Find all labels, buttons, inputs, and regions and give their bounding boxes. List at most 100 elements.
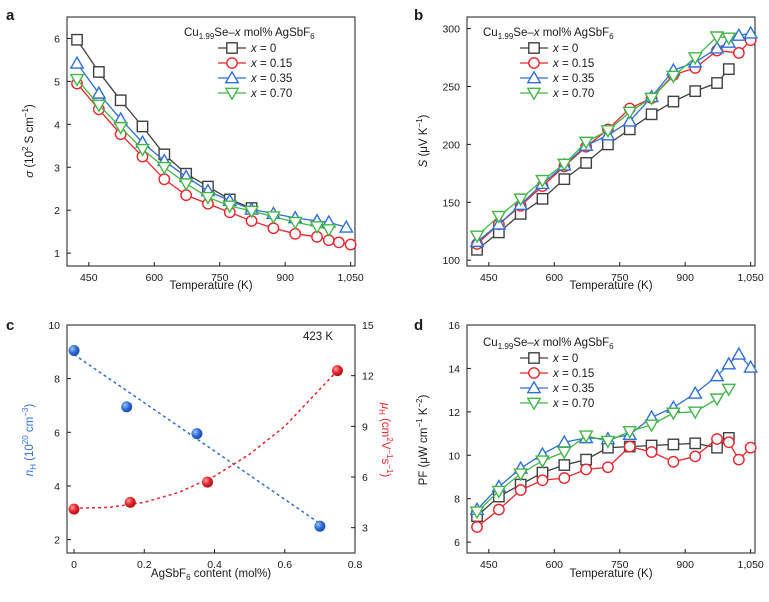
legend-marker [226,57,238,69]
data-point [743,25,759,39]
y-tick-label: 5 [54,76,60,88]
data-point [732,47,745,59]
data-point [191,428,203,440]
plot-b-ylabel: S (μV K−1) [415,114,430,167]
plot-a-y-ticks: 1 2 3 4 5 6 [54,33,71,260]
data-point [344,238,357,251]
data-point [743,359,759,373]
data-point [535,455,550,469]
data-point [556,446,572,460]
y-tick-label: 4 [54,119,60,131]
y-tick-label: 250 [442,81,460,93]
panel-a: a b c d [6,7,423,334]
legend-marker [526,70,542,84]
plot-b-series [469,25,759,256]
x-tick-label: 600 [546,272,564,284]
data-point [602,461,614,474]
data-point [514,484,527,496]
data-point [665,70,681,84]
plot-c-ylabel-left: nH (1020 cm−3) [21,404,38,477]
plot-c-series [68,344,343,532]
plot-b-legend-title: Cu1.99Se–x mol% AgSbF6 [483,27,614,41]
plot-a-x-ticks: 450 600 750 900 1,050 [80,262,364,284]
legend-label: x = 0.70 [552,88,594,100]
data-point [124,496,136,508]
legend-label-value: = 0.35 [559,73,595,85]
plot-d-x-ticks: 450 600 750 900 1,050 [480,549,764,571]
y-tick-label: 6 [454,537,460,549]
data-point [309,221,325,235]
series-nH [68,344,326,532]
data-point [156,161,172,175]
legend-marker [526,397,542,411]
x-tick-label: 750 [611,272,629,284]
data-point [338,219,354,233]
y-tick-label: 8 [54,374,60,386]
data-point [180,189,193,202]
legend-label: x = 0 [552,43,578,55]
plot-d-legend-title: Cu1.99Se–x mol% AgSbF6 [483,337,614,351]
data-point [201,476,213,488]
plot-d: 450 600 750 900 1,050 6 8 10 12 14 16 Temperature… [415,320,764,580]
plot-d-xlabel: Temperature (K) [569,568,652,580]
y-tick-label: 12 [448,407,460,419]
legend-item: x = 0 [218,42,276,55]
y-tick-label: 100 [442,255,460,267]
plot-c-y-ticks: 2 4 6 8 10 [48,320,71,547]
data-point [113,121,129,135]
data-point [721,383,737,397]
data-point [667,438,680,451]
legend-label-value: = 0.70 [257,88,293,100]
data-point [580,157,593,169]
legend-label-value: = 0.35 [559,383,595,395]
legend-label-value: = 0 [559,43,579,55]
legend-item: x = 0 [520,42,578,55]
plot-d-ylabel: PF (μW cm−1 K−2) [415,394,430,485]
data-point [744,441,757,454]
legend-marker [224,87,240,101]
plot-b-xlabel: Temperature (K) [569,280,652,292]
data-point [114,94,127,107]
legend-marker [226,42,238,54]
plot-c-frame [66,324,356,554]
legend-label-var: x [250,58,258,70]
data-point [71,33,83,46]
data-point [178,178,194,192]
plot-d-y-ticks: 6 8 10 12 14 16 [448,320,471,549]
plot-b-x-ticks: 450 600 750 900 1,050 [480,262,764,284]
data-point [69,73,85,87]
x-tick-label: 0 [71,559,77,571]
data-point [491,485,507,499]
y-tick-label: 150 [442,197,460,209]
plot-a-xlabel: Temperature (K) [169,280,252,292]
data-point [665,407,681,421]
plot-d-series [469,346,759,533]
x-tick-label: 900 [276,272,294,284]
legend-label-var: x [250,43,258,55]
y2-tick-label: 9 [362,421,368,433]
x-tick-label: 0.8 [348,559,363,571]
series-x-0-35 [469,346,759,515]
legend-label-var: x [552,353,560,365]
legend-label-var: x [552,73,560,85]
legend-label: x = 0.15 [250,58,292,70]
data-point [645,108,658,121]
plot-c-ylabel-right: μH (cm2V−1s−1) [377,402,394,478]
data-point [580,453,593,466]
data-point [469,506,485,520]
legend-label-var: x [552,368,560,380]
plot-d-legend-items: x = 0x = 0.15x = 0.35x = 0.70 [520,352,595,411]
data-point [331,365,343,377]
panel-d-letter: d [414,317,423,334]
data-point [731,27,747,41]
data-point [558,459,571,471]
data-point [644,92,659,106]
data-point [667,455,680,468]
data-point [287,216,303,230]
legend-label: x = 0.70 [552,398,594,410]
x-tick-label: 450 [480,272,498,284]
x-tick-label: 900 [676,272,694,284]
data-point [321,224,337,238]
data-point [709,40,725,54]
legend-label-value: = 0.15 [559,58,595,70]
